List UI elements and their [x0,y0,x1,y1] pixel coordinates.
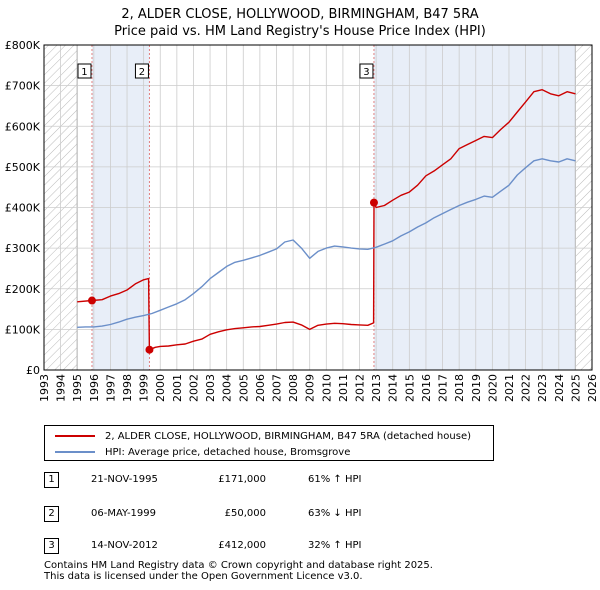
x-tick-label: 1996 [88,374,101,402]
sale-point [369,198,378,207]
x-tick-label: 2013 [370,374,383,402]
sale-label-box [77,63,92,79]
y-tick-label: £500K [5,161,41,174]
y-tick-label: £200K [5,283,41,296]
x-tick-label: 2015 [403,374,416,402]
legend: 2, ALDER CLOSE, HOLLYWOOD, BIRMINGHAM, B… [44,425,494,461]
sale-number: 3 [44,538,59,554]
y-tick-label: £300K [5,242,41,255]
legend-item-hpi: HPI: Average price, detached house, Brom… [55,444,350,460]
x-tick-label: 2016 [420,374,433,402]
x-tick-label: 2009 [304,374,317,402]
sale-number: 1 [44,472,59,488]
x-tick-label: 2006 [254,374,267,402]
x-tick-label: 2014 [387,374,400,402]
sale-label-text: 1 [81,67,87,78]
sale-date: 21-NOV-1995 [91,474,158,485]
legend-swatch-property [55,435,95,437]
x-tick-label: 2019 [470,374,483,402]
legend-label-property: 2, ALDER CLOSE, HOLLYWOOD, BIRMINGHAM, B… [105,430,471,442]
footer-copyright: Contains HM Land Registry data © Crown c… [44,560,433,571]
x-tick-label: 2018 [453,374,466,402]
sale-number: 2 [44,506,59,522]
hpi-line [77,158,576,328]
sale-price: £50,000 [224,508,266,519]
sale-price: £412,000 [218,540,266,551]
y-tick-label: £100K [5,323,41,336]
sale-point [87,296,96,305]
sale-hpi-change: 32% ↑ HPI [308,540,362,551]
x-tick-label: 1994 [55,374,68,402]
x-tick-label: 2007 [270,374,283,402]
price-chart: 1 2 3 £0 £100K £200K £300K £400K £500K £600K £700… [5,39,599,402]
sale-hpi-change: 61% ↑ HPI [308,474,362,485]
sale-price: £171,000 [218,474,266,485]
x-tick-label: 2022 [520,374,533,402]
sale-date: 14-NOV-2012 [91,540,158,551]
x-tick-label: 2003 [204,374,217,402]
x-tick-label: 2008 [287,374,300,402]
x-tick-label: 1997 [104,374,117,402]
legend-item-property: 2, ALDER CLOSE, HOLLYWOOD, BIRMINGHAM, B… [55,428,471,444]
property-price-line [77,89,576,351]
y-tick-label: £400K [5,202,41,215]
x-tick-label: 2002 [187,374,200,402]
sale-row: 1 21-NOV-1995 £171,000 61% ↑ HPI [44,472,444,488]
legend-label-hpi: HPI: Average price, detached house, Brom… [105,446,351,458]
footer-license: This data is licensed under the Open Gov… [44,571,363,582]
x-tick-label: 1995 [71,374,84,402]
x-tick-label: 2017 [437,374,450,402]
y-tick-label: £600K [5,120,41,133]
legend-swatch-hpi [55,451,95,453]
x-tick-label: 1998 [121,374,134,402]
x-tick-label: 2024 [553,374,566,402]
x-tick-label: 2004 [221,374,234,402]
plot-frame [43,44,593,371]
sale-date: 06-MAY-1999 [91,508,157,519]
x-tick-label: 2012 [354,374,367,402]
x-tick-label: 2010 [320,374,333,402]
x-tick-label: 1999 [138,374,151,402]
x-tick-label: 2020 [486,374,499,402]
footer: Contains HM Land Registry data © Crown c… [44,560,433,582]
y-tick-label: £700K [5,80,41,93]
x-tick-label: 2021 [503,374,516,402]
sale-row: 2 06-MAY-1999 £50,000 63% ↓ HPI [44,506,444,522]
x-tick-label: 2023 [536,374,549,402]
x-tick-label: 2025 [569,374,582,402]
y-tick-label: £0 [26,364,40,377]
sale-label-text: 2 [139,67,145,78]
sale-label-text: 3 [363,67,369,78]
sale-hpi-change: 63% ↓ HPI [308,508,362,519]
sale-point [145,345,154,354]
chart-subtitle: Price paid vs. HM Land Registry's House … [114,24,486,39]
sale-label-box [359,63,374,79]
chart-title: 2, ALDER CLOSE, HOLLYWOOD, BIRMINGHAM, B… [121,7,479,22]
x-tick-label: 2001 [171,374,184,402]
x-tick-label: 2011 [337,374,350,402]
x-tick-label: 1993 [38,374,51,402]
x-tick-label: 2005 [237,374,250,402]
x-tick-label: 2026 [586,374,599,402]
sale-row: 3 14-NOV-2012 £412,000 32% ↑ HPI [44,538,444,554]
y-tick-label: £800K [5,39,41,52]
sale-label-box [134,63,149,79]
x-tick-label: 2000 [154,374,167,402]
